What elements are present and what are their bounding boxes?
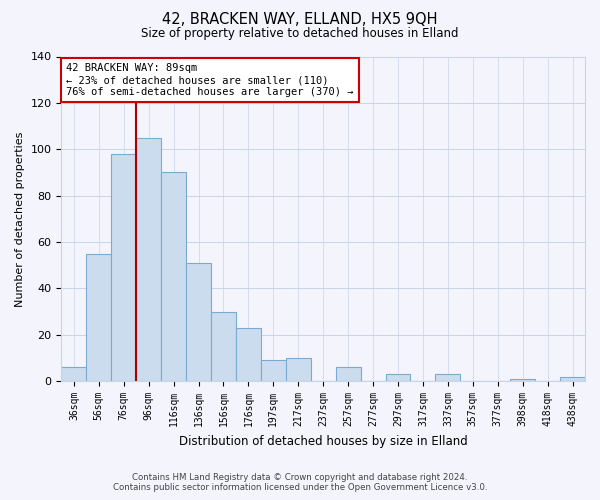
Text: 42, BRACKEN WAY, ELLAND, HX5 9QH: 42, BRACKEN WAY, ELLAND, HX5 9QH	[162, 12, 438, 28]
Bar	[161, 172, 186, 381]
Text: 42 BRACKEN WAY: 89sqm
← 23% of detached houses are smaller (110)
76% of semi-det: 42 BRACKEN WAY: 89sqm ← 23% of detached …	[67, 64, 354, 96]
Bar	[436, 374, 460, 381]
X-axis label: Distribution of detached houses by size in Elland: Distribution of detached houses by size …	[179, 434, 467, 448]
Bar	[386, 374, 410, 381]
Bar	[61, 368, 86, 381]
Bar	[510, 379, 535, 381]
Text: Contains HM Land Registry data © Crown copyright and database right 2024.
Contai: Contains HM Land Registry data © Crown c…	[113, 473, 487, 492]
Text: Size of property relative to detached houses in Elland: Size of property relative to detached ho…	[141, 28, 459, 40]
Bar	[236, 328, 261, 381]
Bar	[286, 358, 311, 381]
Bar	[261, 360, 286, 381]
Bar	[111, 154, 136, 381]
Bar	[211, 312, 236, 381]
Bar	[186, 263, 211, 381]
Bar	[136, 138, 161, 381]
Bar	[560, 376, 585, 381]
Y-axis label: Number of detached properties: Number of detached properties	[15, 131, 25, 306]
Bar	[86, 254, 111, 381]
Bar	[335, 368, 361, 381]
